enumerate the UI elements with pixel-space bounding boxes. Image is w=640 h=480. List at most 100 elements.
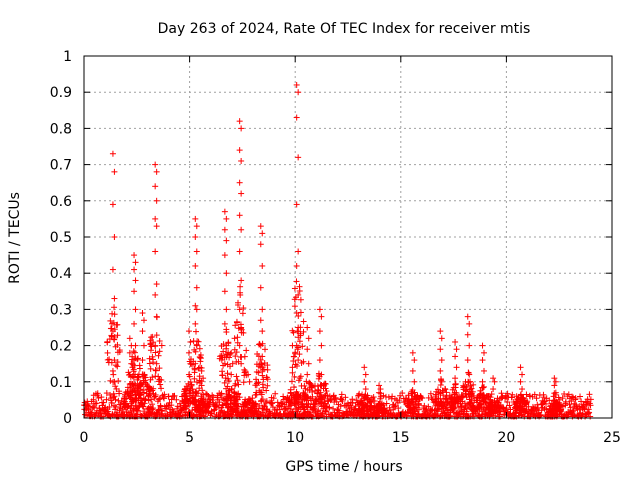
data-point bbox=[108, 359, 115, 366]
data-point bbox=[112, 383, 119, 390]
data-point bbox=[444, 407, 451, 414]
data-point bbox=[359, 402, 366, 409]
data-point bbox=[86, 403, 93, 410]
data-point bbox=[552, 378, 559, 385]
data-point bbox=[171, 392, 178, 399]
data-point bbox=[285, 399, 292, 406]
data-point bbox=[115, 377, 122, 384]
data-point bbox=[149, 401, 156, 408]
data-point bbox=[432, 402, 439, 409]
data-point bbox=[399, 390, 406, 397]
data-point bbox=[152, 367, 159, 374]
data-point bbox=[199, 387, 206, 394]
data-point bbox=[93, 400, 100, 407]
data-point bbox=[220, 348, 227, 355]
data-point bbox=[133, 396, 140, 403]
data-point bbox=[239, 310, 246, 317]
data-point bbox=[129, 381, 136, 388]
data-point bbox=[147, 365, 154, 372]
data-point bbox=[222, 395, 229, 402]
data-point bbox=[113, 321, 120, 328]
data-point bbox=[477, 392, 484, 399]
data-point bbox=[405, 396, 412, 403]
data-point bbox=[173, 396, 180, 403]
x-tick-label: 15 bbox=[392, 430, 410, 446]
x-tick-label: 20 bbox=[497, 430, 515, 446]
data-point bbox=[297, 330, 304, 337]
data-point bbox=[546, 405, 553, 412]
data-point bbox=[415, 400, 422, 407]
data-point bbox=[198, 367, 205, 374]
axis-ticks: 0 5 10 15 20 25 0 0.1 0.2 0.3 0.4 0.5 0.6 0.7 0.8 0.9 1 bbox=[50, 49, 621, 446]
data-point bbox=[236, 306, 243, 313]
data-point bbox=[156, 365, 163, 372]
data-point bbox=[191, 365, 198, 372]
data-point bbox=[234, 339, 241, 346]
data-point bbox=[287, 390, 294, 397]
data-point bbox=[303, 378, 310, 385]
data-point bbox=[247, 397, 254, 404]
data-point bbox=[485, 405, 492, 412]
data-point bbox=[234, 377, 241, 384]
data-point bbox=[258, 397, 265, 404]
data-point bbox=[111, 326, 118, 333]
data-point bbox=[291, 394, 298, 401]
data-point bbox=[474, 395, 481, 402]
data-point bbox=[377, 386, 384, 393]
data-point bbox=[479, 357, 486, 364]
data-point bbox=[196, 345, 203, 352]
data-point bbox=[361, 393, 368, 400]
data-point bbox=[219, 410, 226, 417]
data-point bbox=[231, 382, 238, 389]
data-point bbox=[533, 395, 540, 402]
data-point bbox=[107, 317, 114, 324]
data-point bbox=[427, 390, 434, 397]
data-point bbox=[109, 201, 116, 208]
data-point bbox=[189, 394, 196, 401]
data-point bbox=[291, 296, 298, 303]
data-point bbox=[444, 400, 451, 407]
data-point bbox=[238, 190, 245, 197]
data-point bbox=[259, 368, 266, 375]
data-point bbox=[315, 390, 322, 397]
data-point bbox=[156, 348, 163, 355]
data-point bbox=[290, 329, 297, 336]
data-point bbox=[137, 386, 144, 393]
data-point bbox=[513, 398, 520, 405]
data-point bbox=[142, 396, 149, 403]
data-point bbox=[421, 402, 428, 409]
data-point bbox=[394, 399, 401, 406]
x-tick-label: 0 bbox=[80, 430, 89, 446]
data-point bbox=[191, 346, 198, 353]
data-point bbox=[111, 333, 118, 340]
data-point bbox=[546, 397, 553, 404]
data-point bbox=[316, 328, 323, 335]
data-point bbox=[256, 341, 263, 348]
data-point bbox=[190, 358, 197, 365]
data-point bbox=[371, 398, 378, 405]
data-point bbox=[383, 400, 390, 407]
data-point bbox=[355, 401, 362, 408]
data-point bbox=[135, 392, 142, 399]
data-point bbox=[150, 339, 157, 346]
data-point bbox=[193, 388, 200, 395]
data-point bbox=[301, 382, 308, 389]
data-point bbox=[254, 351, 261, 358]
data-point bbox=[451, 399, 458, 406]
data-point bbox=[152, 391, 159, 398]
data-point bbox=[148, 343, 155, 350]
data-point bbox=[405, 402, 412, 409]
data-point bbox=[292, 361, 299, 368]
data-point bbox=[150, 359, 157, 366]
data-point bbox=[145, 405, 152, 412]
data-point bbox=[112, 396, 119, 403]
data-point bbox=[289, 398, 296, 405]
data-point bbox=[196, 373, 203, 380]
data-point bbox=[565, 391, 572, 398]
data-point bbox=[106, 356, 113, 363]
data-point bbox=[185, 349, 192, 356]
data-point bbox=[95, 395, 102, 402]
data-point bbox=[289, 364, 296, 371]
data-point bbox=[295, 344, 302, 351]
data-point bbox=[131, 349, 138, 356]
